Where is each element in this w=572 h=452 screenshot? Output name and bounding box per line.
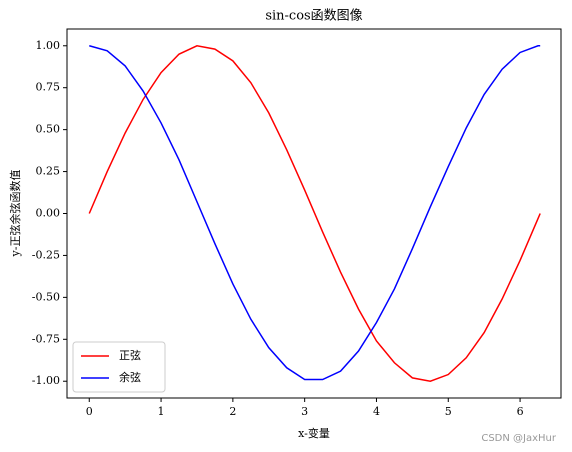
legend-label: 余弦 [119, 370, 141, 384]
x-tick-label: 6 [517, 405, 524, 418]
x-axis-label: x-变量 [298, 426, 330, 440]
y-tick-label: 0.25 [36, 165, 61, 178]
plot-frame [66, 28, 562, 399]
watermark: CSDN @JaxHur [481, 433, 557, 444]
x-tick-label: 1 [158, 405, 165, 418]
legend-box [72, 341, 166, 393]
y-tick-label: -1.00 [32, 374, 60, 387]
x-tick-label: 4 [373, 405, 380, 418]
line-series [89, 45, 541, 381]
y-tick-label: 1.00 [36, 39, 61, 52]
x-tick-label: 2 [229, 405, 236, 418]
y-tick-label: -0.75 [32, 332, 60, 345]
x-tick-label: 3 [301, 405, 308, 418]
y-tick-label: -0.50 [32, 290, 60, 303]
y-tick-label: 0.50 [36, 123, 61, 136]
y-axis-label: y-正弦余弦函数值 [8, 170, 22, 258]
x-tick-label: 5 [445, 405, 452, 418]
y-tick-label: 0.00 [36, 207, 61, 220]
line-series [88, 44, 541, 383]
x-tick-label: 0 [86, 405, 93, 418]
y-tick-label: 0.75 [36, 81, 61, 94]
chart-title: sin-cos函数图像 [265, 9, 362, 24]
legend-label: 正弦 [119, 348, 141, 362]
y-tick-label: -0.25 [32, 248, 60, 261]
